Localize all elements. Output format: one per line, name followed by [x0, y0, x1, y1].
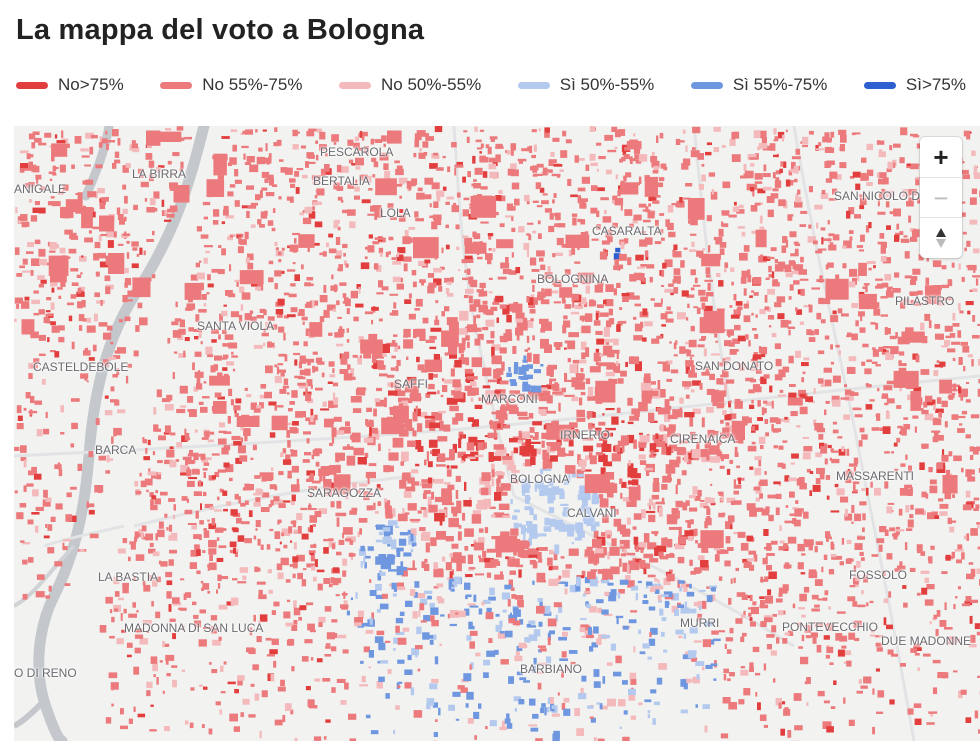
legend-label: No 55%-75%	[202, 75, 303, 94]
river-reno-branch	[14, 698, 47, 729]
place-label-la-birra: LA BIRRA	[132, 167, 187, 181]
place-label-anigale: ANIGALE	[14, 182, 67, 196]
zoom-out-button[interactable]: −	[920, 177, 962, 218]
legend: No>75% No 55%-75% No 50%-55% Sì 50%-55% …	[16, 74, 966, 96]
legend-swatch	[517, 81, 550, 89]
building-blocks	[14, 126, 980, 741]
legend-item-si-55-75: Sì 55%-75%	[690, 75, 828, 95]
place-label-saffi: SAFFI	[394, 377, 429, 391]
place-label-madonna-di-san-luca: MADONNA DI SAN LUCA	[124, 621, 264, 635]
place-label-la-bastia: LA BASTIA	[98, 570, 159, 584]
place-label-santa-viola: SANTA VIOLA	[197, 319, 275, 333]
place-label-pilastro: PILASTRO	[895, 294, 955, 308]
compass-north-icon	[936, 228, 946, 237]
page-title: La mappa del voto a Bologna	[16, 14, 425, 46]
river-reno	[33, 126, 210, 741]
legend-swatch	[863, 81, 896, 89]
legend-swatch	[339, 81, 372, 89]
compass-button[interactable]	[920, 217, 962, 258]
legend-swatch	[160, 81, 193, 89]
place-label-massarenti: MASSARENTI	[836, 469, 915, 483]
place-label-casteldebole: CASTELDEBOLE	[33, 360, 129, 374]
place-label-barbiano: BARBIANO	[520, 662, 583, 676]
place-label-murri: MURRI	[680, 616, 720, 630]
legend-label: Sì 55%-75%	[732, 75, 828, 94]
place-label-irnerio: IRNERIO	[560, 428, 611, 442]
place-label-bolognina: BOLOGNINA	[537, 272, 609, 286]
place-label-barca: BARCA	[95, 443, 137, 457]
place-label-bologna: BOLOGNA	[510, 472, 570, 486]
map-layer[interactable]	[14, 126, 980, 741]
place-label-pontevecchio: PONTEVECCHIO	[782, 620, 879, 634]
legend-item-no-50-55: No 50%-55%	[339, 75, 481, 95]
place-label-cirenaica: CIRENAICA	[670, 432, 736, 446]
legend-item-no-75: No>75%	[16, 75, 124, 95]
legend-label: No>75%	[58, 75, 124, 94]
legend-label: No 50%-55%	[381, 75, 482, 94]
place-label-casaralta: CASARALTA	[592, 224, 662, 238]
compass-south-icon	[936, 239, 946, 248]
place-label-calvani: CALVANI	[567, 506, 617, 520]
map-controls: + −	[920, 137, 962, 258]
place-label-o-di-reno: O DI RENO	[14, 666, 77, 680]
place-label-san-donato: SAN DONATO	[695, 359, 774, 373]
place-label-due-madonne: DUE MADONNE	[881, 634, 972, 648]
place-label-saragozza: SARAGOZZA	[307, 486, 382, 500]
legend-label: Sì 50%-55%	[559, 75, 655, 94]
zoom-in-button[interactable]: +	[933, 141, 949, 172]
place-label-marconi: MARCONI	[481, 392, 538, 406]
place-label-bertalia: BERTALIA	[313, 174, 370, 188]
legend-item-si-75: Sì>75%	[863, 75, 966, 95]
legend-swatch	[16, 81, 48, 89]
legend-item-no-55-75: No 55%-75%	[160, 75, 302, 95]
legend-item-si-50-55: Sì 50%-55%	[517, 75, 655, 95]
legend-swatch	[690, 81, 723, 89]
map-canvas[interactable]: PESCAROLA BERTALIA LA BIRRA ANIGALE LOLA…	[14, 126, 980, 741]
place-label-san-nicolo: SAN NICOLO DI V	[834, 189, 935, 203]
place-label-pescarola: PESCAROLA	[320, 145, 394, 159]
place-label-fossolo: FOSSOLO	[849, 568, 908, 582]
place-label-lola: LOLA	[380, 206, 411, 220]
legend-label: Sì>75%	[905, 75, 966, 94]
